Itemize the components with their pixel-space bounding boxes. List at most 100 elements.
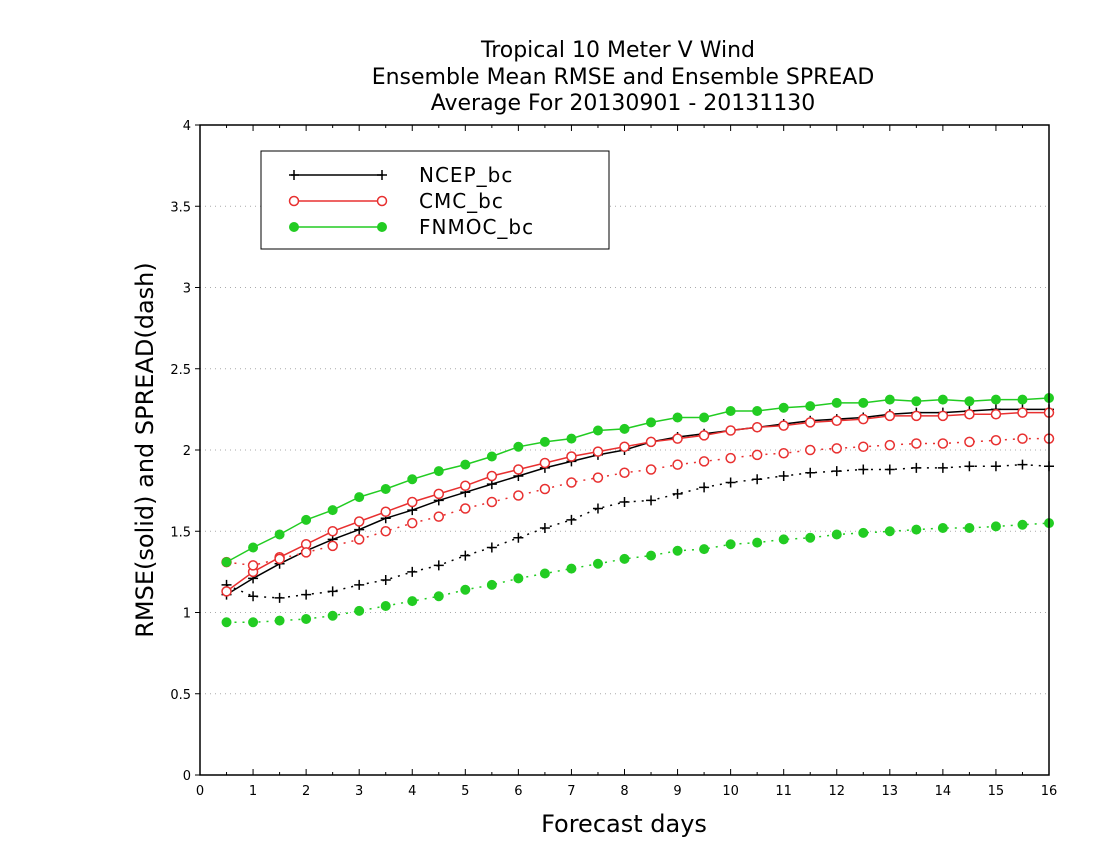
data-point xyxy=(805,467,816,478)
legend-entry: CMC_bc xyxy=(288,189,504,213)
data-point xyxy=(884,410,896,422)
data-point xyxy=(990,409,1002,420)
data-point xyxy=(778,534,789,545)
y-tick-label: 4 xyxy=(183,119,191,134)
x-axis: 0 1 2 3 4 5 6 7 8 9 10 11 12 13 14 15 16 xyxy=(196,125,1057,799)
data-point xyxy=(858,441,869,452)
data-point xyxy=(539,568,550,579)
series-cmc-bc-spread xyxy=(221,433,1055,571)
data-point xyxy=(380,526,391,537)
title-line-1: Tropical 10 Meter V Wind xyxy=(480,38,755,63)
data-point xyxy=(513,464,524,475)
data-point xyxy=(937,462,948,473)
data-point xyxy=(752,474,763,485)
data-point xyxy=(407,517,418,529)
data-point xyxy=(221,617,232,628)
legend-marker xyxy=(376,195,388,207)
data-point xyxy=(619,441,630,452)
data-point xyxy=(539,436,550,447)
data-point xyxy=(592,503,603,514)
data-point xyxy=(354,579,365,590)
data-point xyxy=(937,438,949,449)
data-point xyxy=(725,452,736,464)
data-point xyxy=(964,436,975,448)
data-point xyxy=(221,586,232,597)
legend-label: CMC_bc xyxy=(419,189,504,213)
data-point xyxy=(937,410,949,422)
x-tick-label: 14 xyxy=(935,784,952,799)
data-point xyxy=(1017,433,1028,444)
data-point xyxy=(937,394,948,405)
data-point xyxy=(460,584,471,595)
data-point xyxy=(964,461,975,472)
data-point xyxy=(672,459,683,470)
y-tick-label: 0 xyxy=(183,769,191,784)
x-tick-label: 4 xyxy=(408,784,416,799)
data-point xyxy=(433,591,444,602)
data-point xyxy=(831,529,842,540)
data-point xyxy=(1017,519,1028,530)
y-tick-label: 2.5 xyxy=(170,363,191,378)
data-point xyxy=(752,537,763,548)
x-tick-label: 1 xyxy=(249,784,257,799)
data-point xyxy=(672,545,683,556)
x-tick-label: 9 xyxy=(673,784,681,799)
legend-marker xyxy=(289,222,299,232)
data-point xyxy=(884,526,895,537)
legend-box xyxy=(260,150,610,250)
data-point xyxy=(486,496,498,508)
data-point xyxy=(911,396,922,407)
data-point xyxy=(380,484,391,494)
data-point xyxy=(858,527,869,538)
data-point xyxy=(964,409,975,420)
legend-marker xyxy=(377,222,387,232)
data-point xyxy=(592,472,604,483)
data-point xyxy=(619,467,630,478)
legend-label: NCEP_bc xyxy=(419,163,513,187)
data-point xyxy=(725,539,736,550)
series-line xyxy=(226,522,1050,624)
data-point xyxy=(407,566,418,577)
data-point xyxy=(751,449,763,461)
legend-marker xyxy=(377,170,387,180)
x-tick-label: 12 xyxy=(828,784,845,799)
data-point xyxy=(301,589,312,600)
series-fnmoc-bc-spread xyxy=(221,518,1054,628)
data-point xyxy=(486,470,498,482)
x-tick-label: 5 xyxy=(461,784,469,799)
y-tick-label: 2 xyxy=(183,444,191,459)
x-tick-label: 16 xyxy=(1041,784,1058,799)
data-point xyxy=(433,466,444,477)
data-point xyxy=(858,397,869,408)
data-point xyxy=(513,490,524,501)
data-point xyxy=(592,558,603,569)
data-point xyxy=(964,396,975,407)
data-point xyxy=(725,477,736,488)
data-point xyxy=(566,514,577,525)
data-point xyxy=(460,459,471,470)
data-point xyxy=(699,482,710,493)
data-point xyxy=(407,474,418,485)
data-point xyxy=(778,471,789,481)
y-tick-label: 3.5 xyxy=(170,200,191,215)
title-line-3: Average For 20130901 - 20131130 xyxy=(431,91,816,116)
data-point xyxy=(433,511,445,522)
x-tick-label: 11 xyxy=(775,784,792,799)
data-point xyxy=(698,456,710,467)
data-point xyxy=(646,550,657,561)
series-line xyxy=(226,397,1050,563)
data-point xyxy=(354,492,365,503)
data-point xyxy=(407,496,418,508)
y-tick-label: 1 xyxy=(183,607,191,622)
data-point xyxy=(566,451,577,462)
data-point xyxy=(645,436,657,448)
data-point xyxy=(301,514,312,525)
data-point xyxy=(247,560,259,571)
data-point xyxy=(539,523,550,533)
data-point xyxy=(699,412,710,423)
data-point xyxy=(407,596,418,607)
data-point xyxy=(486,451,497,462)
data-point xyxy=(831,466,842,477)
